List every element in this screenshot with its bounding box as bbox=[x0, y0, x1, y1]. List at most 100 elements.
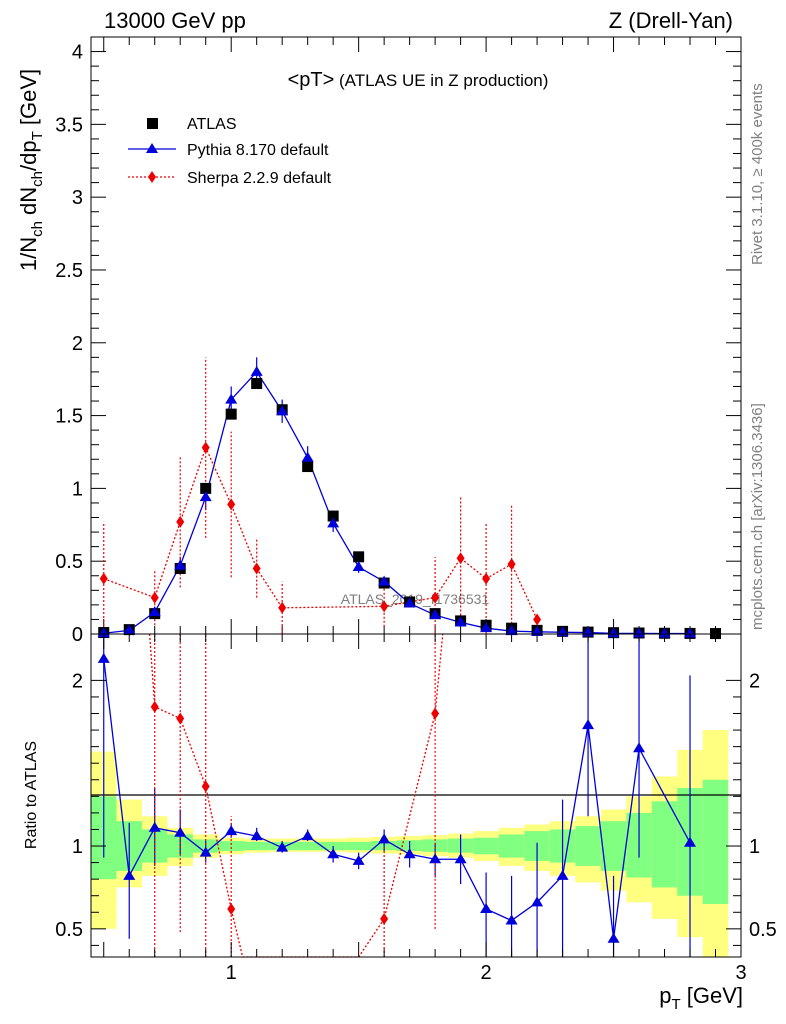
mcplots-label: mcplots.cern.ch [arXiv:1306.3436] bbox=[749, 403, 766, 630]
ratio-y-tick-label: 1 bbox=[72, 836, 83, 858]
legend-sherpa-label: Sherpa 2.2.9 default bbox=[187, 170, 332, 187]
pythia-point bbox=[531, 625, 544, 636]
ratio-sherpa-point bbox=[380, 912, 389, 925]
pythia-point bbox=[658, 627, 671, 638]
main-y-tick-label: 1 bbox=[72, 478, 83, 500]
ratio-sherpa-point bbox=[201, 780, 210, 793]
ratio-pythia-point bbox=[301, 830, 314, 841]
x-axis-title: pT [GeV] bbox=[659, 983, 743, 1013]
ratio-sherpa-point bbox=[227, 902, 236, 915]
ratio-pythia-point bbox=[327, 848, 340, 859]
pythia-point bbox=[429, 609, 442, 620]
ratio-pythia-point bbox=[531, 896, 544, 907]
x-tick-label: 3 bbox=[735, 962, 746, 984]
atlas-data-point bbox=[225, 408, 237, 420]
ratio-inner-band bbox=[218, 841, 244, 851]
ratio-sherpa-point bbox=[431, 707, 440, 720]
ratio-inner-band bbox=[575, 826, 601, 866]
main-y-tick-label: 0.5 bbox=[55, 551, 83, 573]
sherpa-point bbox=[482, 572, 491, 585]
ratio-axis-ticks bbox=[91, 634, 742, 957]
atlas-data-point bbox=[200, 482, 212, 494]
pythia-point bbox=[174, 559, 187, 570]
sherpa-point bbox=[278, 601, 287, 614]
ratio-pythia-point bbox=[352, 854, 365, 865]
ratio-pythia-point bbox=[556, 869, 569, 880]
ratio-pythia-point bbox=[505, 914, 518, 925]
main-y-tick-label: 3 bbox=[72, 187, 83, 209]
ratio-pythia-point bbox=[225, 825, 238, 836]
ratio-pythia-point bbox=[199, 846, 212, 857]
pythia-point bbox=[607, 627, 620, 638]
main-y-tick-label: 4 bbox=[72, 42, 83, 64]
ratio-y-tick-label-right: 1 bbox=[749, 836, 760, 858]
pythia-point bbox=[403, 597, 416, 608]
ratio-inner-band bbox=[498, 834, 525, 858]
main-y-axis-title: 1/Nch dNch/dpT [GeV] bbox=[16, 69, 46, 271]
legend-entry-atlas: ATLAS bbox=[147, 116, 237, 133]
sherpa-point bbox=[533, 613, 542, 626]
pythia-point bbox=[505, 625, 518, 636]
atlas-data-point bbox=[251, 378, 263, 390]
ratio-pythia-point bbox=[403, 848, 416, 859]
legend-atlas-label: ATLAS bbox=[187, 116, 237, 133]
legend-pythia-marker bbox=[146, 143, 158, 153]
ratio-pythia-point bbox=[582, 719, 595, 730]
ratio-pythia-point bbox=[97, 652, 110, 663]
ratio-y-tick-labels: 0.5 0.5 1 1 2 2 bbox=[55, 670, 777, 940]
ratio-pythia-point bbox=[454, 853, 467, 864]
main-y-tick-label: 1.5 bbox=[55, 406, 83, 428]
header-right: Z (Drell-Yan) bbox=[609, 8, 733, 33]
pythia-point bbox=[633, 627, 646, 638]
legend-sherpa-marker bbox=[148, 171, 156, 183]
legend-entry-pythia: Pythia 8.170 default bbox=[128, 142, 329, 159]
ratio-inner-band bbox=[294, 841, 321, 851]
legend: ATLAS Pythia 8.170 default Sherpa 2.2.9 … bbox=[128, 116, 332, 187]
sherpa-point bbox=[227, 498, 236, 511]
ratio-pythia-point bbox=[250, 830, 263, 841]
main-y-tick-label: 2.5 bbox=[55, 260, 83, 282]
ratio-pythia-point bbox=[480, 902, 493, 913]
rivet-label: Rivet 3.1.10, ≥ 400k events bbox=[749, 83, 766, 265]
ratio-plot-frame bbox=[90, 633, 742, 958]
ratio-pythia-point bbox=[123, 869, 136, 880]
ratio-inner-band bbox=[473, 837, 499, 855]
ratio-pythia-point bbox=[684, 836, 697, 847]
main-plot-title: <pT> (ATLAS UE in Z production) bbox=[288, 69, 549, 91]
ratio-inner-band bbox=[651, 801, 678, 888]
pythia-point bbox=[123, 624, 136, 635]
sherpa-point bbox=[380, 600, 389, 613]
header-left: 13000 GeV pp bbox=[104, 8, 246, 33]
main-y-tick-label: 2 bbox=[72, 333, 83, 355]
sherpa-point bbox=[456, 552, 465, 565]
pythia-point bbox=[301, 451, 314, 462]
main-markers bbox=[97, 365, 722, 640]
x-tick-label: 2 bbox=[481, 962, 492, 984]
ratio-pythia-point bbox=[148, 821, 161, 832]
sherpa-point bbox=[507, 558, 516, 571]
x-tick-label: 1 bbox=[226, 962, 237, 984]
sherpa-point bbox=[150, 591, 159, 604]
legend-atlas-marker bbox=[147, 118, 158, 129]
pythia-point bbox=[276, 405, 289, 416]
ratio-inner-band bbox=[243, 841, 270, 851]
pythia-point bbox=[250, 365, 263, 376]
ratio-inner-band bbox=[345, 841, 372, 851]
pythia-point bbox=[480, 622, 493, 633]
ratio-sherpa-point bbox=[176, 712, 185, 725]
atlas-data-point bbox=[327, 510, 339, 522]
pythia-point bbox=[378, 575, 391, 586]
main-y-tick-label: 3.5 bbox=[55, 114, 83, 136]
ratio-y-tick-label-right: 2 bbox=[749, 670, 760, 692]
sherpa-point bbox=[431, 591, 440, 604]
ratio-y-tick-label: 2 bbox=[72, 670, 83, 692]
ratio-markers bbox=[97, 652, 697, 943]
ratio-y-axis-title: Ratio to ATLAS bbox=[23, 741, 40, 849]
ratio-pythia-point bbox=[174, 826, 187, 837]
main-y-tick-label: 0 bbox=[72, 624, 83, 646]
ratio-inner-band bbox=[702, 779, 729, 904]
ratio-pythia-point bbox=[633, 742, 646, 753]
ratio-sherpa-point bbox=[150, 700, 159, 713]
main-y-tick-labels: 0 0.5 1 1.5 2 2.5 3 3.5 4 bbox=[55, 42, 83, 646]
